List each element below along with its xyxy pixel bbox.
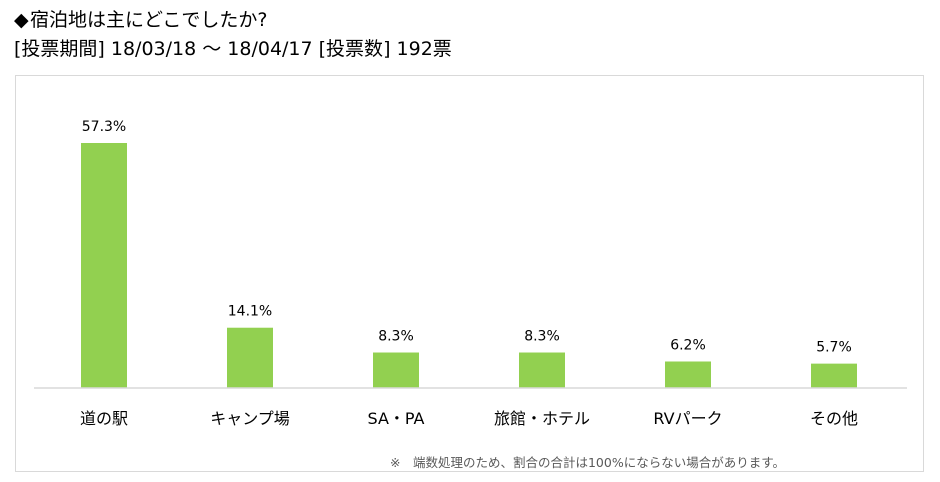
category-label-2: SA・PA [368, 409, 425, 428]
chart-subtitle: [投票期間] 18/03/18 ～ 18/04/17 [投票数] 192票 [14, 38, 452, 60]
bar-3 [519, 352, 565, 388]
chart-title-text: 宿泊地は主にどこでしたか? [30, 9, 268, 31]
bar-5 [811, 363, 857, 388]
chart-title: ◆宿泊地は主にどこでしたか? [14, 8, 268, 32]
data-label-0: 57.3% [82, 119, 126, 135]
data-label-4: 6.2% [670, 337, 706, 353]
category-label-3: 旅館・ホテル [494, 409, 590, 428]
data-label-5: 5.7% [816, 340, 852, 356]
bar-1 [227, 327, 273, 388]
data-label-1: 14.1% [228, 304, 272, 320]
bar-2 [373, 352, 419, 388]
bar-4 [665, 361, 711, 388]
category-label-4: RVパーク [653, 409, 722, 428]
category-label-1: キャンプ場 [210, 409, 290, 428]
bar-0 [81, 143, 127, 388]
data-label-2: 8.3% [378, 329, 414, 345]
category-label-5: その他 [810, 409, 858, 428]
category-label-0: 道の駅 [80, 409, 128, 428]
chart-frame [15, 75, 924, 472]
diamond-bullet-icon: ◆ [14, 9, 29, 31]
footnote: ※ 端数処理のため、割合の合計は100%にならない場合があります。 [390, 455, 785, 470]
data-label-3: 8.3% [524, 329, 560, 345]
